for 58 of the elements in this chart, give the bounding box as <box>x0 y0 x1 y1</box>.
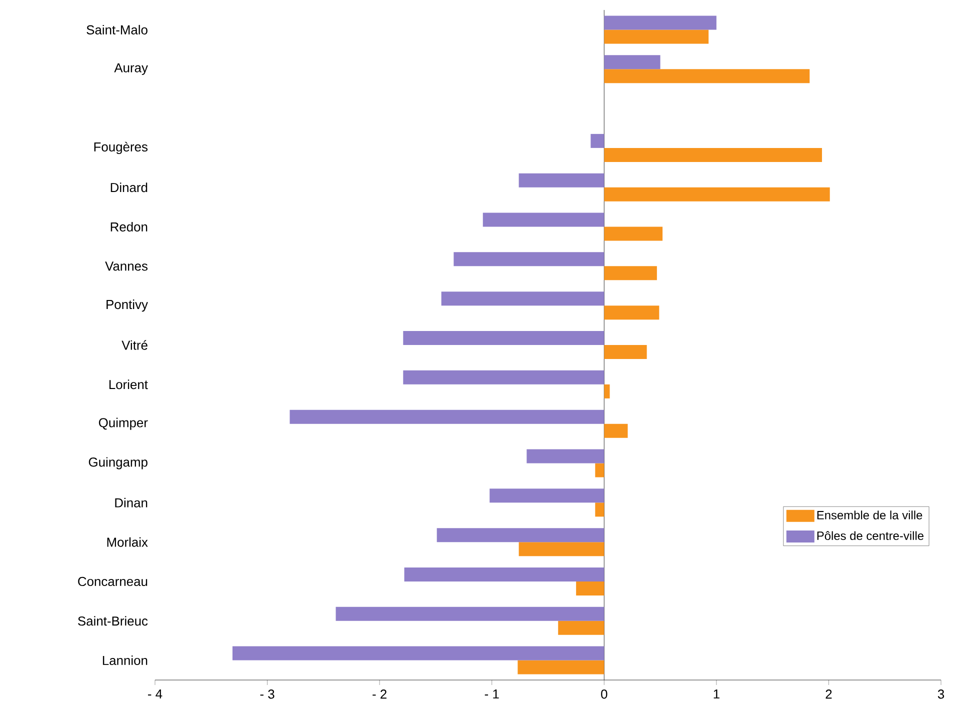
bar <box>526 449 604 464</box>
bar <box>290 410 604 424</box>
bar <box>558 620 604 635</box>
bar <box>604 30 709 44</box>
y-tick-label: Guingamp <box>88 457 148 470</box>
bar <box>604 55 660 70</box>
x-tick-label: - 2 <box>372 690 386 699</box>
bar <box>604 69 810 84</box>
legend-label: Pôles de centre-ville <box>817 531 924 540</box>
bar <box>518 660 604 674</box>
x-tick-label: - 3 <box>260 690 274 699</box>
bar <box>490 488 604 503</box>
bar <box>604 148 822 162</box>
bar <box>336 606 604 621</box>
bar <box>604 266 657 280</box>
bar <box>590 134 604 148</box>
y-tick-label: Vannes <box>105 262 148 271</box>
bar <box>604 306 660 320</box>
y-tick-label: Saint-Malo <box>86 24 148 34</box>
bar <box>604 187 830 202</box>
legend-label: Ensemble de la ville <box>817 510 922 520</box>
bar <box>604 16 716 30</box>
bar <box>404 567 604 582</box>
y-tick-label: Concarneau <box>78 576 148 586</box>
bar <box>518 173 604 188</box>
x-tick-label: 1 <box>714 690 720 698</box>
y-tick-label: Lannion <box>102 656 148 666</box>
y-tick-label: Morlaix <box>107 537 148 547</box>
bar <box>403 331 604 346</box>
bar <box>595 502 604 517</box>
bar <box>441 292 604 306</box>
x-tick-label: - 4 <box>148 690 162 698</box>
bar <box>604 226 663 241</box>
x-tick-label: 2 <box>826 690 832 699</box>
y-tick-label: Dinard <box>110 182 148 192</box>
y-tick-label: Vitré <box>122 340 148 350</box>
y-tick-label: Pontivy <box>106 300 148 312</box>
bar <box>604 345 647 360</box>
y-tick-label: Dinan <box>115 498 148 508</box>
y-tick-label: Fougères <box>94 142 148 154</box>
bar <box>518 542 604 556</box>
bar <box>454 252 604 266</box>
x-tick-label: - 1 <box>484 690 499 698</box>
bar <box>604 384 610 398</box>
bar <box>604 424 628 438</box>
x-tick-label: 0 <box>601 690 608 699</box>
y-tick-label: Quimper <box>98 418 148 430</box>
y-tick-label: Lorient <box>109 380 148 390</box>
y-tick-label: Auray <box>114 63 148 75</box>
bar <box>436 528 604 542</box>
bar <box>482 212 604 227</box>
y-tick-label: Saint-Brieuc <box>78 616 148 626</box>
y-tick-label: Redon <box>110 222 148 232</box>
bar <box>232 646 604 660</box>
bar <box>576 581 604 596</box>
bar <box>595 463 604 478</box>
x-tick-label: 3 <box>938 690 944 699</box>
bar <box>403 370 604 384</box>
